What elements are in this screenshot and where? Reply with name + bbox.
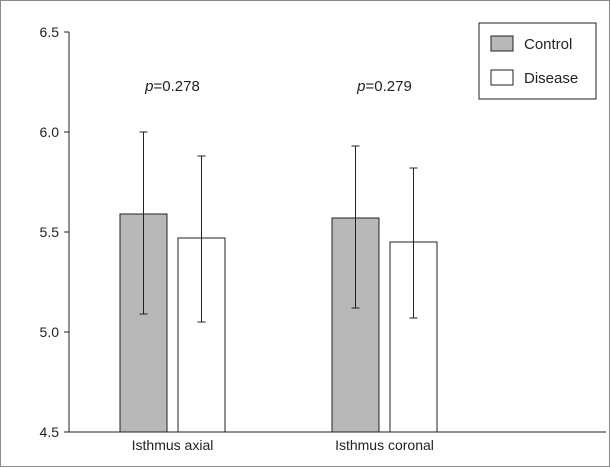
p-value-annotation: p=0.279 [356,78,412,95]
y-tick-label: 6.5 [40,24,60,40]
legend-label-disease: Disease [524,70,578,87]
y-tick-label: 6.0 [40,124,60,140]
x-category-label: Isthmus axial [132,437,214,453]
legend-swatch-disease [490,69,514,86]
p-symbol: p [356,78,365,95]
p-value: =0.279 [366,78,412,95]
legend-box [478,22,597,100]
y-tick-label: 5.5 [40,224,60,240]
legend-label-control: Control [524,36,572,53]
legend-swatch-control [490,35,514,52]
p-symbol: p [144,78,153,95]
y-tick-label: 4.5 [40,424,60,440]
y-tick-label: 5.0 [40,324,60,340]
x-category-label: Isthmus coronal [335,437,434,453]
p-value: =0.278 [154,78,200,95]
legend: Control Disease [478,22,597,100]
p-value-annotation: p=0.278 [144,78,200,95]
